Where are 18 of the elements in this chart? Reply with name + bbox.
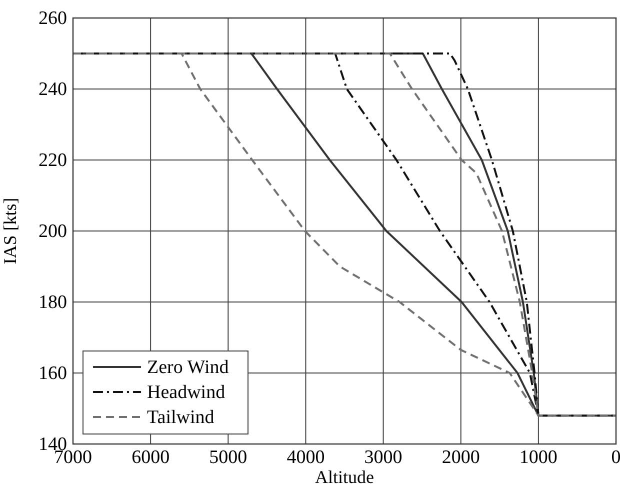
- x-tick-label: 6000: [132, 447, 170, 468]
- x-tick-label: 1000: [519, 447, 558, 468]
- legend-label: Zero Wind: [147, 357, 230, 378]
- y-axis-title: IAS [kts]: [0, 198, 20, 264]
- legend-label: Tailwind: [147, 407, 215, 428]
- x-tick-label: 3000: [364, 447, 402, 468]
- x-axis-title: Altitude: [315, 467, 374, 487]
- y-tick-label: 260: [38, 8, 67, 29]
- y-tick-label: 220: [38, 150, 67, 171]
- y-tick-label: 240: [38, 79, 67, 100]
- y-tick-label: 180: [38, 292, 67, 313]
- x-tick-label: 0: [611, 447, 621, 468]
- y-tick-label: 200: [38, 221, 67, 242]
- x-tick-label: 5000: [209, 447, 248, 468]
- x-tick-label: 4000: [286, 447, 325, 468]
- x-tick-label: 2000: [442, 447, 480, 468]
- legend-label: Headwind: [147, 382, 226, 403]
- y-tick-label: 160: [38, 363, 67, 384]
